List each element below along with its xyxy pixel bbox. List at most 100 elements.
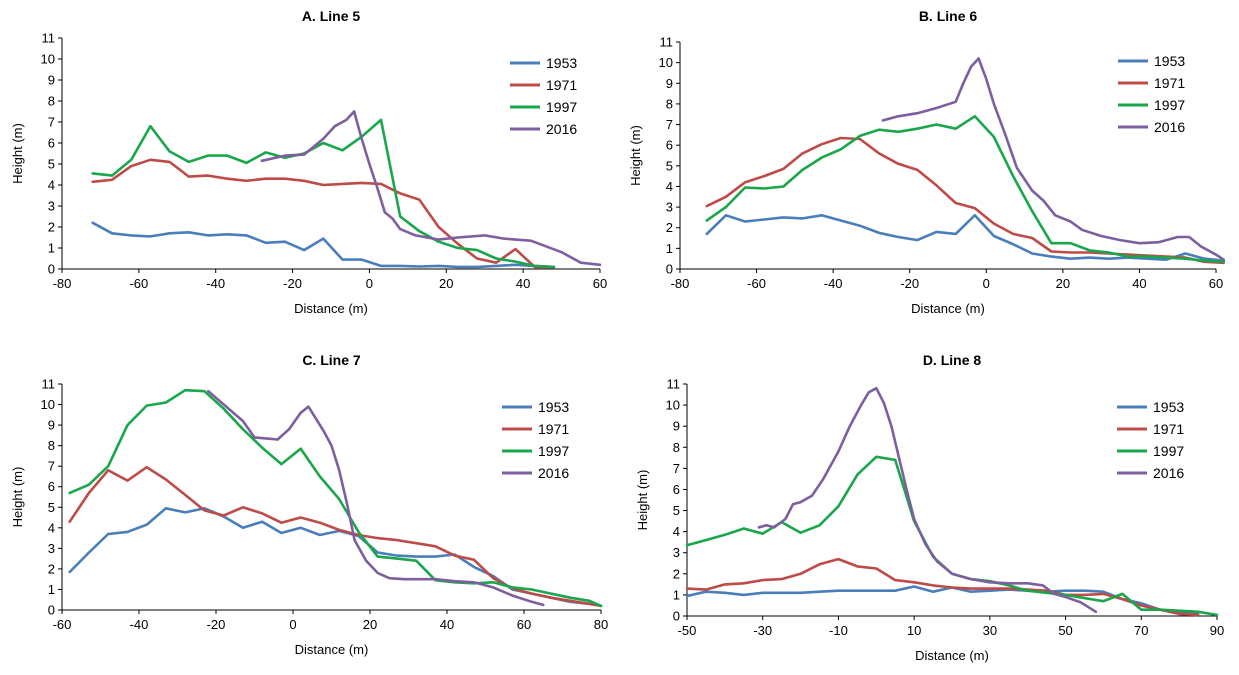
y-tick-label: 8 — [48, 94, 55, 109]
y-tick-label: 0 — [673, 609, 680, 624]
y-tick-label: 9 — [48, 418, 55, 433]
y-tick-label: 8 — [666, 96, 673, 111]
y-tick-label: 0 — [666, 262, 673, 277]
y-tick-label: 9 — [48, 73, 55, 88]
y-tick-label: 4 — [48, 178, 55, 193]
legend-label: 1997 — [1154, 97, 1185, 113]
legend-label: 1997 — [1153, 443, 1184, 459]
chart-svg: B. Line 6 0 1 2 3 4 5 6 7 8 9 10 11 -80 -60 -40 -20 0 20 40… — [628, 8, 1226, 316]
series-line-1971 — [68, 465, 603, 608]
y-tick-label: 2 — [48, 561, 55, 576]
chart-line-8: D. Line 8 0 1 2 3 4 5 6 7 8 9 10 11 -50 -30 -10 10 30 50 70… — [618, 340, 1234, 675]
series-line-1971 — [91, 158, 556, 269]
x-tick-label: -80 — [53, 276, 72, 291]
series-line-1953 — [91, 221, 556, 269]
series-line-1953 — [685, 585, 1200, 616]
chart-title: D. Line 8 — [923, 352, 982, 368]
y-tick-label: 10 — [41, 397, 55, 412]
y-tick-label: 10 — [666, 398, 680, 413]
x-tick-label: -10 — [829, 623, 848, 638]
y-tick-label: 1 — [48, 582, 55, 597]
y-tick-label: 5 — [48, 500, 55, 515]
legend-label: 1971 — [1153, 421, 1184, 437]
series-line-1997 — [68, 388, 603, 608]
x-tick-label: -20 — [207, 617, 226, 632]
y-tick-label: 6 — [673, 482, 680, 497]
x-tick-label: -80 — [671, 276, 690, 291]
chart-line-6: B. Line 6 0 1 2 3 4 5 6 7 8 9 10 11 -80 -60 -40 -20 0 20 40… — [618, 0, 1234, 335]
y-tick-label: 5 — [673, 503, 680, 518]
y-tick-label: 3 — [666, 200, 673, 215]
y-axis-label: Height (m) — [628, 125, 643, 186]
x-tick-label: 70 — [1134, 623, 1148, 638]
chart-line-7: C. Line 7 0 1 2 3 4 5 6 7 8 9 10 11 -60 -40 -20 0 20 40 60 8… — [0, 340, 616, 675]
y-axis-label: Height (m) — [10, 123, 25, 184]
x-tick-label: -60 — [53, 617, 72, 632]
legend-label: 2016 — [538, 465, 569, 481]
y-tick-label: 6 — [48, 479, 55, 494]
x-tick-label: 30 — [983, 623, 997, 638]
series-line-1971 — [705, 136, 1226, 265]
y-tick-label: 4 — [673, 524, 680, 539]
chart-title: B. Line 6 — [919, 8, 978, 24]
x-tick-label: 80 — [594, 617, 608, 632]
y-axis-label: Height (m) — [10, 467, 25, 528]
y-tick-label: 11 — [42, 31, 56, 46]
series-line-1953 — [705, 214, 1226, 263]
x-tick-label: -60 — [129, 276, 148, 291]
y-tick-label: 7 — [48, 459, 55, 474]
y-tick-label: 7 — [48, 115, 55, 130]
y-tick-label: 0 — [48, 262, 55, 277]
y-tick-label: 4 — [666, 179, 673, 194]
y-tick-label: 9 — [673, 419, 680, 434]
y-tick-label: 5 — [666, 158, 673, 173]
legend-label: 1971 — [538, 421, 569, 437]
x-tick-label: 50 — [1058, 623, 1072, 638]
legend-label: 1953 — [1153, 399, 1184, 415]
x-tick-label: -50 — [678, 623, 697, 638]
legend-label: 2016 — [546, 121, 577, 137]
x-tick-label: 0 — [289, 617, 296, 632]
y-tick-label: 3 — [673, 545, 680, 560]
legend-label: 1997 — [546, 99, 577, 115]
legend-label: 1953 — [538, 399, 569, 415]
series-line-2016 — [207, 389, 545, 607]
y-tick-label: 8 — [48, 438, 55, 453]
x-tick-label: -40 — [130, 617, 149, 632]
series-line-1997 — [91, 118, 556, 269]
legend-label: 1953 — [1154, 53, 1185, 69]
x-tick-label: 40 — [440, 617, 454, 632]
chart-line-5: A. Line 5 0 1 2 3 4 5 6 7 8 9 10 11 -80 -60 -40 -20 0 20 40… — [0, 0, 616, 335]
x-tick-label: 40 — [1132, 276, 1146, 291]
x-tick-label: 60 — [517, 617, 531, 632]
y-tick-label: 0 — [48, 603, 55, 618]
x-tick-label: -20 — [283, 276, 302, 291]
y-tick-label: 7 — [666, 117, 673, 132]
x-tick-label: -30 — [753, 623, 772, 638]
x-tick-label: 20 — [363, 617, 377, 632]
y-tick-label: 2 — [666, 220, 673, 235]
series-line-2016 — [757, 386, 1098, 614]
chart-svg: D. Line 8 0 1 2 3 4 5 6 7 8 9 10 11 -50 -30 -10 10 30 50 70… — [635, 352, 1224, 663]
legend-label: 2016 — [1154, 119, 1185, 135]
legend-label: 1971 — [1154, 75, 1185, 91]
x-axis-label: Distance (m) — [295, 642, 369, 657]
x-tick-label: 20 — [1056, 276, 1070, 291]
y-tick-label: 7 — [673, 461, 680, 476]
x-tick-label: 10 — [907, 623, 921, 638]
x-tick-label: 20 — [439, 276, 453, 291]
x-tick-label: 90 — [1210, 623, 1224, 638]
y-tick-label: 6 — [666, 138, 673, 153]
y-tick-label: 10 — [659, 55, 673, 70]
x-axis-label: Distance (m) — [911, 301, 985, 316]
y-tick-label: 6 — [48, 136, 55, 151]
legend-label: 2016 — [1153, 465, 1184, 481]
y-tick-label: 11 — [660, 35, 674, 50]
y-tick-label: 1 — [673, 587, 680, 602]
x-axis-label: Distance (m) — [294, 301, 368, 316]
series-line-1997 — [705, 115, 1226, 264]
x-tick-label: -40 — [824, 276, 843, 291]
legend-label: 1953 — [546, 55, 577, 71]
y-tick-label: 11 — [667, 377, 681, 392]
y-tick-label: 4 — [48, 520, 55, 535]
